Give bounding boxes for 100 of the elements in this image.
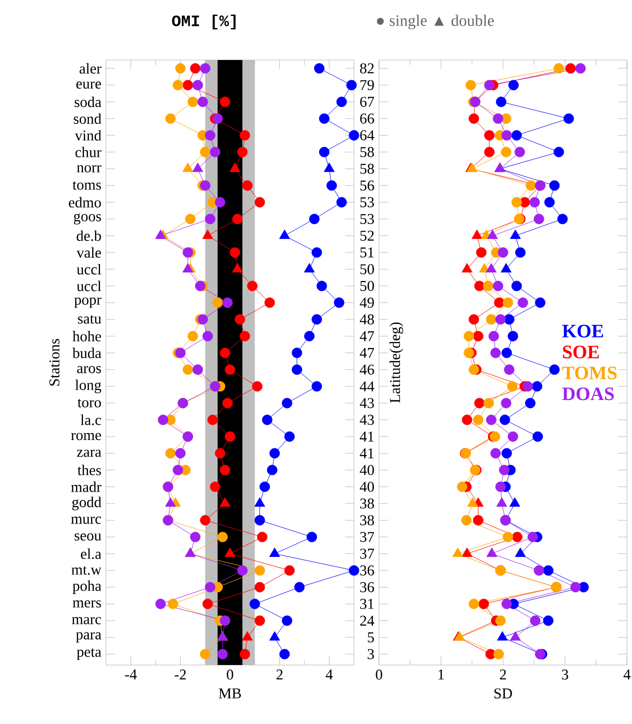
y-tick-label: vind [74, 130, 102, 141]
point [212, 113, 223, 124]
x-tick-label: 4 [624, 670, 630, 680]
point [279, 648, 290, 660]
y-tick-label: murc [71, 516, 102, 524]
y-tick-label: 58 [360, 147, 374, 158]
x-tick-label: 1 [438, 670, 444, 680]
point [525, 398, 536, 408]
point [486, 263, 497, 272]
point [220, 96, 230, 108]
point [487, 230, 498, 239]
text: SOE [562, 346, 599, 358]
point [200, 63, 210, 74]
y-tick-label: 43 [360, 414, 374, 425]
series-label: KOE [562, 324, 604, 338]
y-tick-label: 53 [360, 214, 374, 224]
point [336, 197, 347, 208]
series-label: DOAS [562, 388, 614, 400]
y-tick-label: el.a [80, 548, 102, 560]
point [240, 648, 250, 660]
point [192, 80, 203, 90]
y-tick-label: 67 [360, 96, 374, 107]
point [252, 381, 262, 392]
point [502, 297, 514, 308]
point [496, 497, 508, 507]
point [254, 615, 265, 626]
y-tick-label: 36 [360, 582, 374, 592]
point [348, 565, 360, 576]
y-tick-label: madr [71, 482, 102, 492]
point [468, 598, 480, 610]
y-tick-label: zara [77, 450, 102, 457]
point [495, 314, 506, 325]
point [502, 532, 514, 542]
point [254, 582, 265, 592]
point [498, 247, 508, 258]
point [510, 631, 521, 641]
point [182, 162, 194, 172]
y-tick-label: peta [76, 648, 102, 660]
point [478, 598, 489, 610]
point [254, 515, 265, 526]
point [575, 63, 586, 74]
point [240, 330, 250, 342]
point [490, 348, 501, 358]
point [306, 532, 318, 542]
y-tick-label: 41 [360, 432, 374, 442]
point [230, 247, 240, 258]
x-tick-label: -4 [125, 670, 137, 680]
point [507, 381, 518, 392]
point [319, 113, 330, 124]
point [476, 247, 487, 258]
point [254, 197, 265, 208]
point [510, 230, 521, 239]
y-tick-label: 56 [360, 180, 374, 191]
point [175, 348, 186, 358]
point [518, 297, 528, 308]
point [260, 482, 270, 492]
point [529, 197, 540, 208]
y-tick-label: aler [80, 63, 102, 74]
point [326, 180, 337, 191]
point [182, 80, 194, 90]
point [500, 263, 512, 272]
point [496, 96, 506, 108]
y-tick-label: la.c [80, 414, 102, 426]
point [188, 96, 198, 108]
y-tick-label: de.b [76, 230, 101, 242]
point [500, 398, 512, 408]
y-tick-label: 50 [360, 264, 374, 274]
point [312, 247, 322, 258]
point [484, 130, 495, 141]
point [484, 80, 495, 90]
y-tick-label: thes [78, 464, 101, 476]
y-axis-title: Stations [49, 338, 60, 386]
point [482, 280, 494, 292]
y-tick-label: 64 [360, 130, 374, 140]
y-tick-label: chur [75, 146, 102, 158]
point [494, 297, 504, 308]
y-tick-label: para [76, 632, 102, 643]
x-tick-label: 3 [562, 670, 568, 680]
y-tick-label: uccl [76, 280, 102, 292]
x-tick-label: 2 [276, 670, 283, 680]
point [214, 197, 226, 208]
y-tick-label: toms [72, 181, 101, 190]
point [182, 263, 194, 272]
point [282, 615, 292, 626]
y-tick-label: 31 [360, 598, 374, 609]
y-tick-label: 48 [360, 314, 374, 324]
y-tick-label: popr [74, 298, 102, 308]
chart-title: OMI [%] [172, 14, 236, 30]
point [500, 146, 512, 158]
point [549, 180, 560, 191]
point [250, 598, 260, 610]
point [200, 515, 210, 526]
point [504, 364, 514, 375]
point [198, 314, 208, 325]
text: TOMS [562, 366, 617, 380]
y-tick-label: poha [72, 580, 102, 594]
point [234, 314, 246, 325]
point [462, 414, 472, 426]
point [269, 631, 280, 641]
y-tick-label: sond [74, 113, 102, 124]
